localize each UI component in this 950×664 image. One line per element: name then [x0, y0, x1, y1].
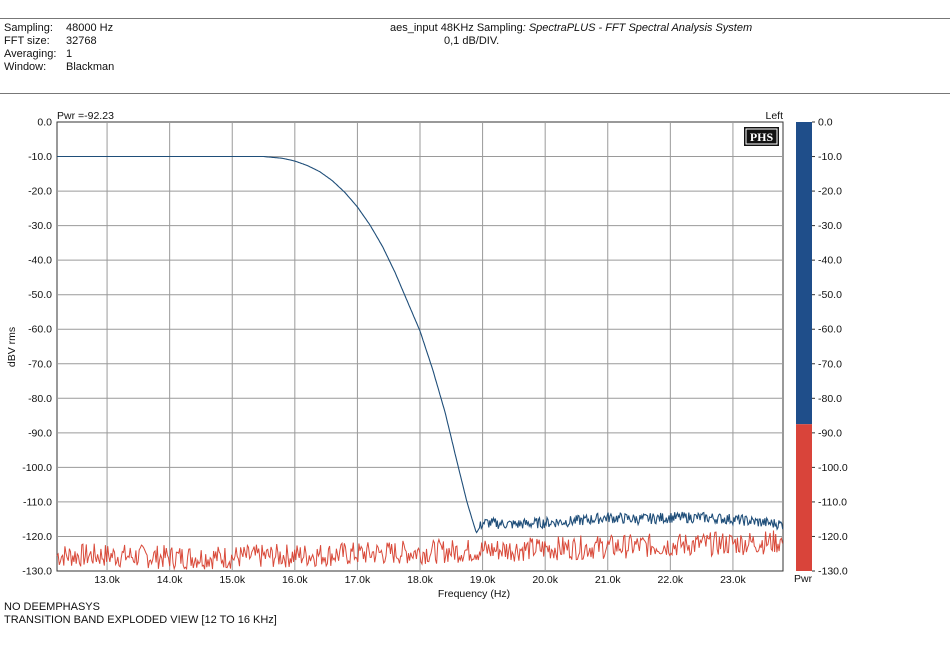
- y-tick-label: -10.0: [28, 151, 52, 163]
- averaging-value: 1: [66, 48, 73, 60]
- fft-size-label: FFT size:: [4, 35, 50, 47]
- meter-tick-label: -80.0: [818, 393, 842, 405]
- y-axis-ticks: 0.0 -10.0 -20.0 -30.0 -40.0 -50.0 -60.0 -70.0 -8…: [22, 117, 52, 578]
- x-tick-label: 18.0k: [407, 574, 433, 586]
- meter-blue-segment: [796, 122, 812, 425]
- x-tick-label: 15.0k: [219, 574, 245, 586]
- footer-line-1: NO DEEMPHASYS: [4, 601, 100, 613]
- x-axis-ticks: 13.0k 14.0k 15.0k 16.0k 17.0k 18.0k 19.0k 20.0k…: [94, 574, 746, 586]
- meter-scale: 0.0 -10.0 -20.0 -30.0 -40.0 -50.0 -60.0 -70.0 -8…: [812, 117, 848, 578]
- x-tick-label: 13.0k: [94, 574, 120, 586]
- meter-tick-label: -90.0: [818, 427, 842, 439]
- signal-series: [57, 155, 784, 534]
- x-tick-label: 21.0k: [595, 574, 621, 586]
- y-tick-label: -100.0: [22, 462, 52, 474]
- x-axis-title: Frequency (Hz): [438, 588, 510, 600]
- phs-logo: PHS: [744, 127, 779, 146]
- y-tick-label: -40.0: [28, 255, 52, 267]
- chart-subtitle: 0,1 dB/DIV.: [444, 35, 500, 47]
- meter-label: Pwr: [794, 573, 813, 585]
- footer-line-2: TRANSITION BAND EXPLODED VIEW [12 TO 16 …: [4, 614, 277, 626]
- meter-tick-label: -120.0: [818, 531, 848, 543]
- y-tick-label: -20.0: [28, 186, 52, 198]
- phs-logo-text: PHS: [750, 130, 774, 144]
- level-meter: [796, 122, 812, 571]
- y-tick-label: -120.0: [22, 531, 52, 543]
- y-tick-label: 0.0: [37, 117, 52, 129]
- meter-tick-label: 0.0: [818, 117, 833, 129]
- y-axis-title: dBV rms: [6, 327, 18, 367]
- meter-tick-label: -60.0: [818, 324, 842, 336]
- x-tick-label: 17.0k: [345, 574, 371, 586]
- meter-tick-label: -110.0: [818, 496, 847, 508]
- meter-tick-label: -20.0: [818, 186, 842, 198]
- meter-tick-label: -130.0: [818, 566, 848, 578]
- x-tick-label: 23.0k: [720, 574, 746, 586]
- meter-tick-label: -70.0: [818, 358, 842, 370]
- y-tick-label: -80.0: [28, 393, 52, 405]
- y-tick-label: -30.0: [28, 220, 52, 232]
- sampling-label: Sampling:: [4, 22, 53, 34]
- x-tick-label: 20.0k: [532, 574, 558, 586]
- window-label: Window:: [4, 61, 47, 73]
- y-tick-label: -110.0: [23, 496, 52, 508]
- y-tick-label: -50.0: [28, 289, 52, 301]
- pwr-readout: Pwr =-92.23: [57, 110, 114, 122]
- sampling-value: 48000 Hz: [66, 22, 114, 34]
- y-tick-label: -90.0: [28, 427, 52, 439]
- averaging-label: Averaging:: [4, 48, 57, 60]
- x-tick-label: 19.0k: [470, 574, 496, 586]
- meter-tick-label: -30.0: [818, 220, 842, 232]
- series-lines: [56, 155, 784, 571]
- y-tick-label: -60.0: [28, 324, 52, 336]
- header-rule: [0, 93, 950, 94]
- y-tick-label: -70.0: [28, 358, 52, 370]
- noise-floor-series: [56, 530, 783, 571]
- chart-title-plain: aes_input 48KHz Sampling: [390, 22, 523, 34]
- y-tick-label: -130.0: [22, 566, 52, 578]
- x-tick-label: 22.0k: [658, 574, 684, 586]
- chart-title-italic: : SpectraPLUS - FFT Spectral Analysis Sy…: [522, 22, 753, 34]
- window-value: Blackman: [66, 61, 115, 73]
- x-tick-label: 14.0k: [157, 574, 183, 586]
- meter-tick-label: -40.0: [818, 255, 842, 267]
- top-rule: [0, 18, 950, 19]
- x-tick-label: 16.0k: [282, 574, 308, 586]
- meter-tick-label: -100.0: [818, 462, 848, 474]
- fft-size-value: 32768: [66, 35, 97, 47]
- grid: [57, 122, 783, 571]
- channel-label: Left: [765, 110, 783, 122]
- meter-red-segment: [796, 424, 812, 571]
- meter-tick-label: -50.0: [818, 289, 842, 301]
- chart-title: aes_input 48KHz Sampling: SpectraPLUS - …: [390, 22, 752, 35]
- meter-tick-label: -10.0: [818, 151, 842, 163]
